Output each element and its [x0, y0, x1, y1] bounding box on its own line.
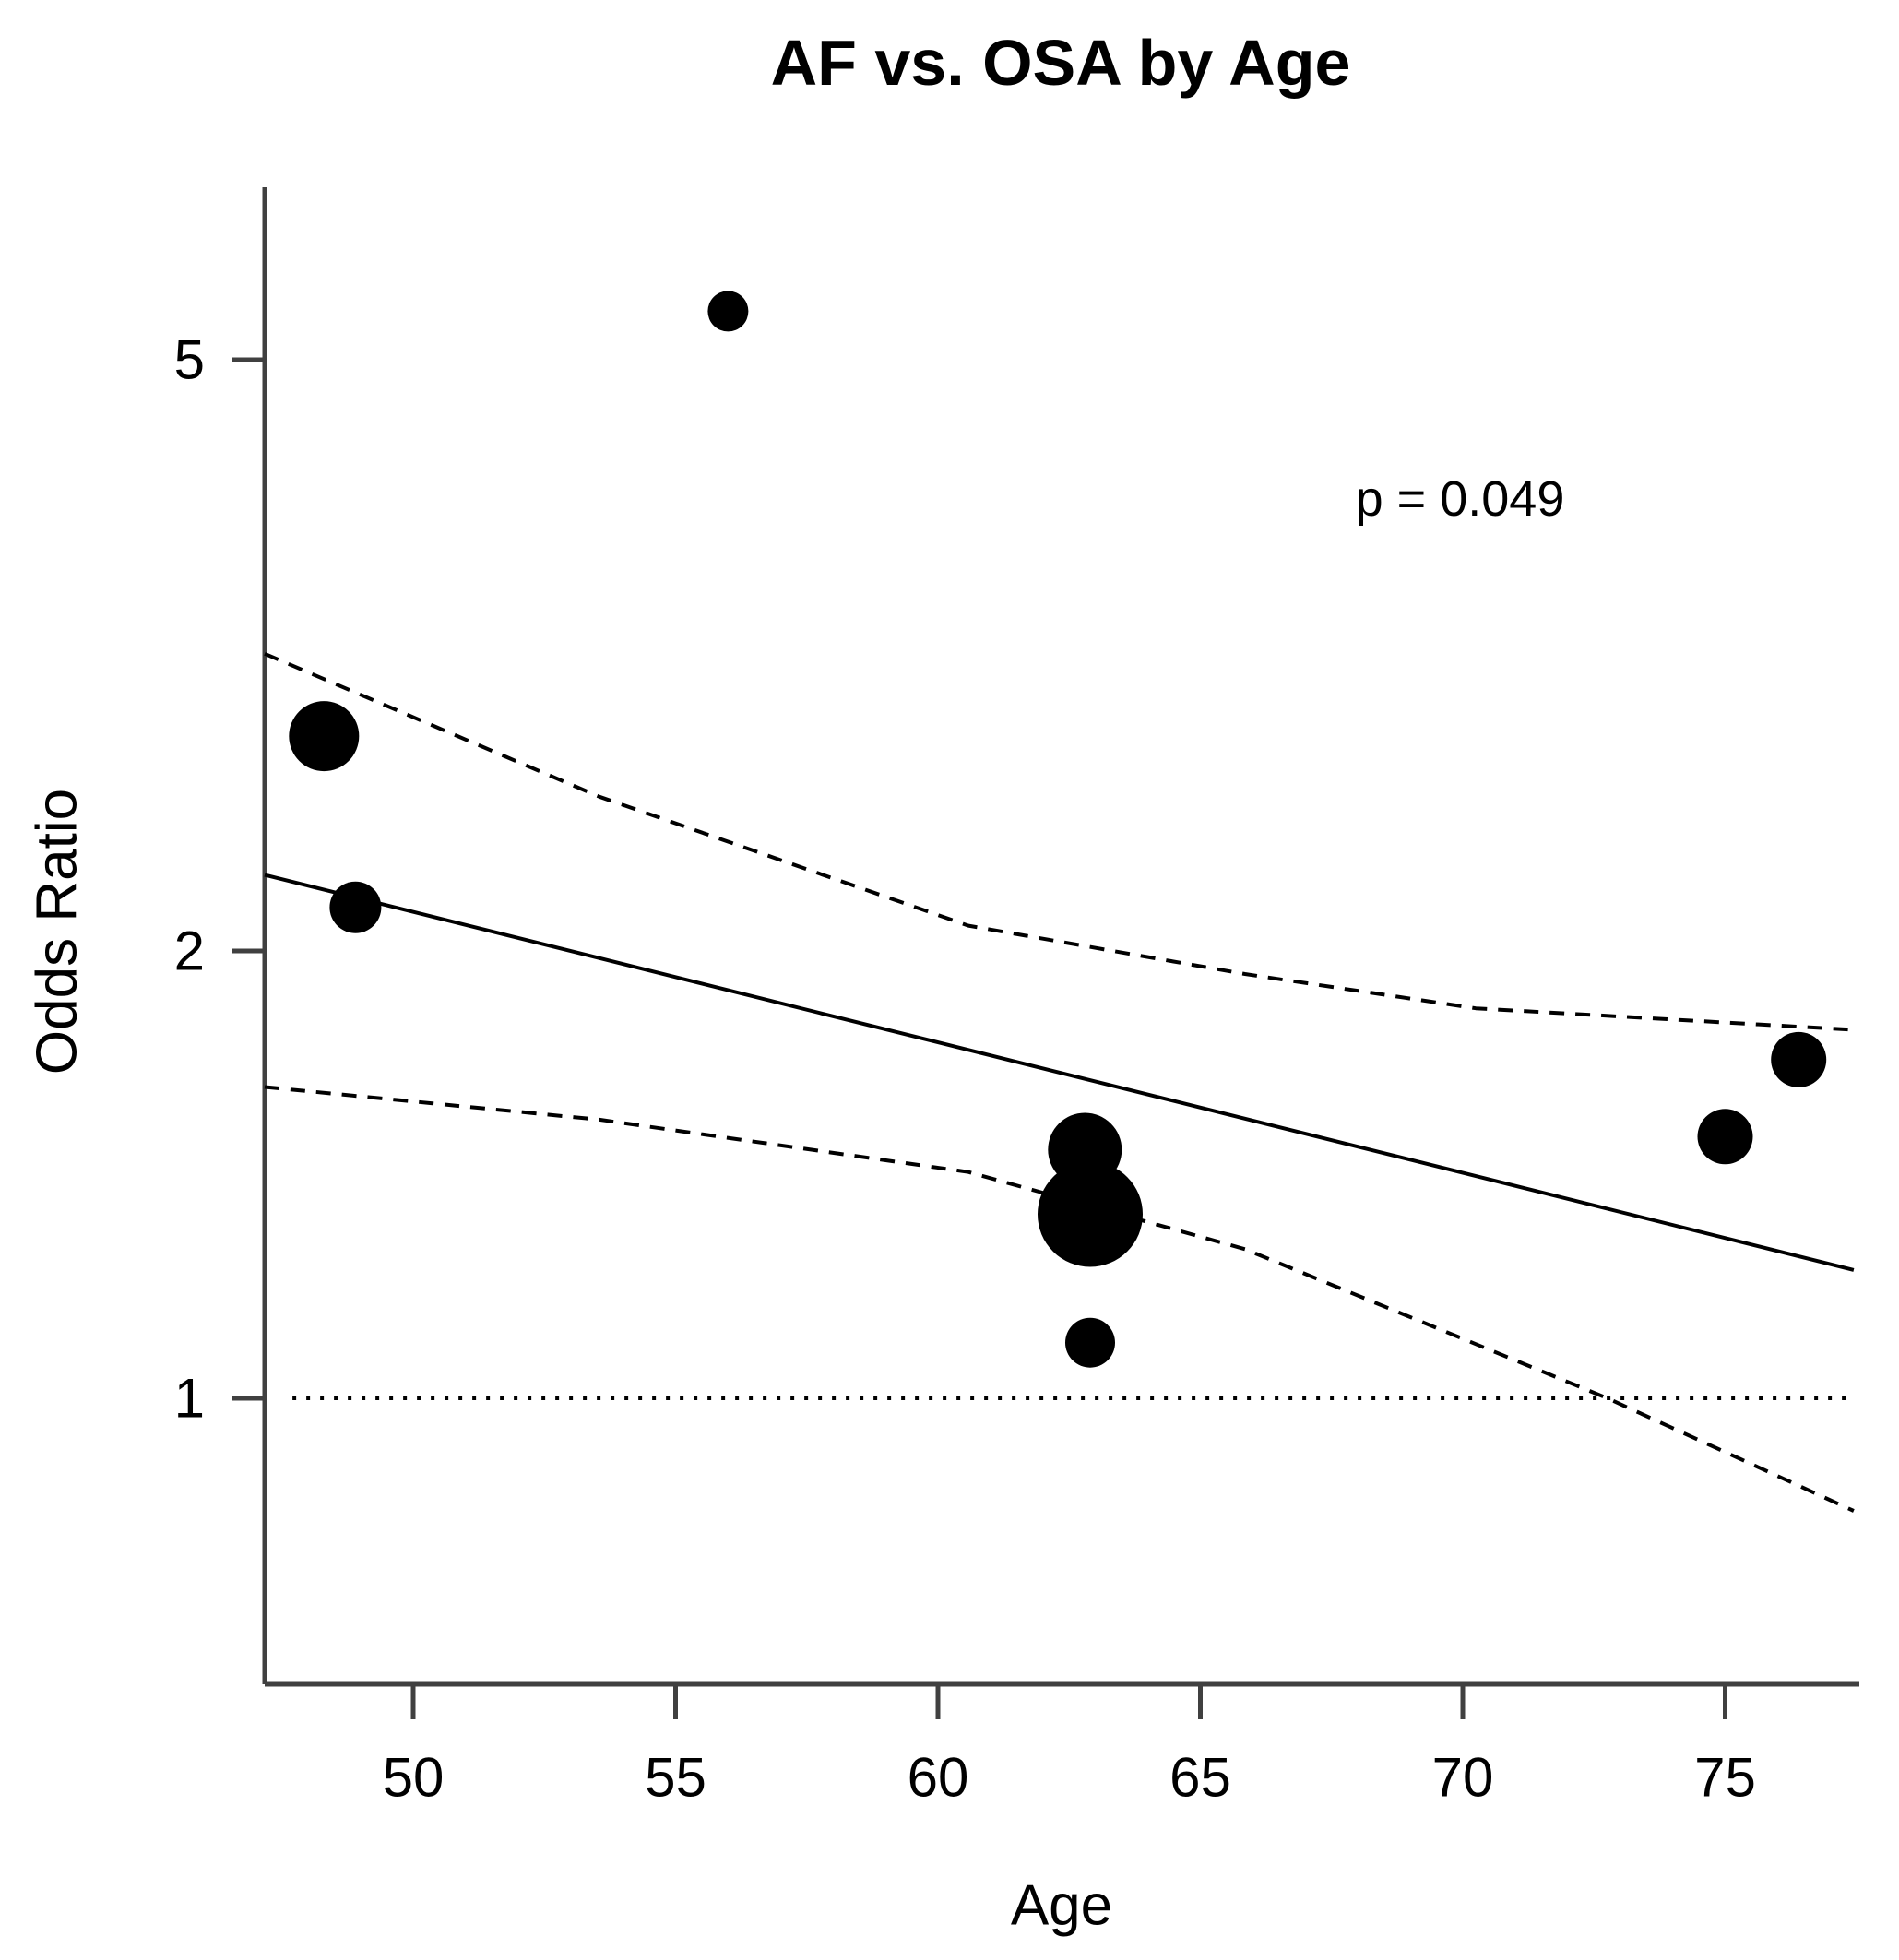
x-tick-label: 65 — [1169, 1747, 1231, 1809]
y-axis-label: Odds Ratio — [26, 789, 89, 1075]
study-bubble-point — [289, 701, 360, 772]
study-bubble-point — [1048, 1112, 1122, 1187]
x-tick-label: 75 — [1694, 1747, 1756, 1809]
regression-line — [264, 873, 1855, 1272]
x-tick-label: 60 — [908, 1747, 969, 1809]
study-bubble-point — [707, 291, 749, 332]
study-bubble-point — [1771, 1031, 1827, 1087]
x-tick-label: 50 — [383, 1747, 445, 1809]
y-tick-label: 2 — [174, 921, 205, 982]
x-tick-label: 70 — [1432, 1747, 1494, 1809]
y-tick-label: 5 — [174, 328, 205, 390]
study-bubble-point — [1697, 1109, 1753, 1165]
x-tick-label: 55 — [645, 1747, 706, 1809]
x-axis-label: Age — [1011, 1874, 1112, 1938]
axes-layer — [262, 187, 1859, 1687]
study-bubble-point — [1065, 1317, 1115, 1368]
ticks-layer: 50 55 60 65 70 75 1 2 5 — [174, 328, 1756, 1808]
data-points-layer — [289, 291, 1827, 1368]
chart-title: AF vs. OSA by Age — [771, 27, 1351, 99]
study-bubble-point — [329, 881, 382, 933]
study-bubble-point — [1038, 1161, 1143, 1267]
p-value-annotation: p = 0.049 — [1356, 471, 1565, 527]
y-tick-label: 1 — [174, 1368, 205, 1430]
